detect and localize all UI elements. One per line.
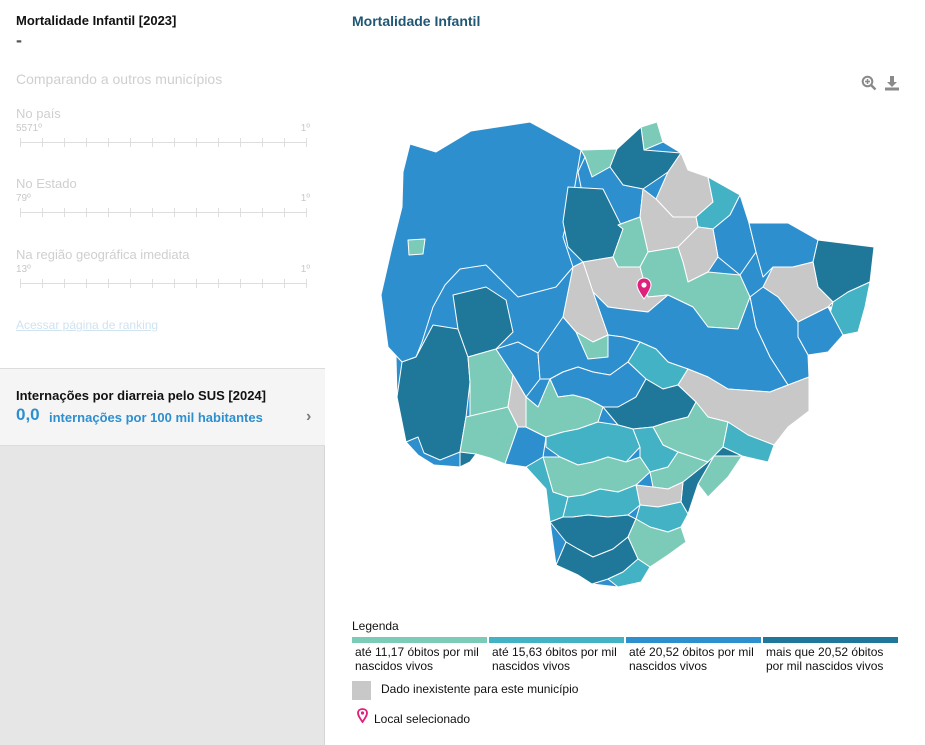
map-pin-icon: [636, 277, 652, 300]
municipality: [380, 121, 582, 363]
map-title: Mortalidade Infantil: [352, 13, 481, 29]
ranking-scale-tick: [86, 138, 87, 147]
ranking-scale-tick: [218, 279, 219, 288]
ranking-best: 1º: [300, 123, 310, 134]
ranking-worst: 79º: [16, 193, 31, 204]
ranking-scale-tick: [174, 138, 175, 147]
ranking-scale-tick: [284, 138, 285, 147]
ranking-scale-tick: [20, 138, 21, 147]
ranking-scale-tick: [152, 208, 153, 217]
nodata-swatch: [352, 681, 371, 700]
ranking-scale-tick: [196, 208, 197, 217]
legend-swatch: [626, 637, 761, 643]
ranking-scale-tick: [262, 208, 263, 217]
ranking-scale-tick: [306, 279, 307, 288]
nodata-label: Dado inexistente para este município: [381, 682, 579, 696]
download-icon[interactable]: [884, 75, 900, 91]
municipality: [607, 558, 651, 588]
ranking-worst: 13º: [16, 264, 31, 275]
legend-swatch: [763, 637, 898, 643]
card-title: Internações por diarreia pelo SUS [2024]: [16, 388, 266, 403]
ranking-page-link[interactable]: Acessar página de ranking: [16, 318, 159, 332]
ranking-scale: [16, 138, 310, 148]
ranking-scale-tick: [218, 208, 219, 217]
chevron-right-icon: ›: [306, 408, 312, 425]
ranking-best: 1º: [300, 193, 310, 204]
ranking-scale-tick: [130, 138, 131, 147]
ranking-label: No Estado: [16, 176, 77, 191]
legend-swatch: [352, 637, 487, 643]
ranking-scale-tick: [240, 138, 241, 147]
ranking-scale-tick: [218, 138, 219, 147]
indicator-value: -: [16, 30, 22, 50]
ranking-scale-tick: [86, 279, 87, 288]
card-unit: internações por 100 mil habitantes: [49, 410, 263, 425]
ranking-scale-tick: [64, 279, 65, 288]
legend-item: até 20,52 óbitos por mil nascidos vivos: [626, 637, 761, 673]
ranking-scale-tick: [42, 138, 43, 147]
municipality: [407, 238, 426, 256]
ranking-label: No país: [16, 106, 61, 121]
ranking-scale-tick: [20, 208, 21, 217]
legend-swatch: [489, 637, 624, 643]
municipality: [555, 536, 639, 585]
legend-label: até 15,63 óbitos por mil nascidos vivos: [492, 645, 617, 673]
municipality: [827, 281, 871, 336]
ranking-best: 1º: [300, 264, 310, 275]
diarrhea-hospitalization-card[interactable]: Internações por diarreia pelo SUS [2024]…: [0, 368, 325, 446]
ranking-scale: [16, 208, 310, 218]
ranking-scale-tick: [64, 208, 65, 217]
ranking-scale-tick: [42, 279, 43, 288]
ranking-scale-tick: [306, 208, 307, 217]
choropleth-map[interactable]: [378, 117, 878, 592]
legend-label: mais que 20,52 óbitos por mil nascidos v…: [766, 645, 884, 673]
ranking-region: Na região geográfica imediata 13º 1º: [16, 247, 310, 289]
indicator-panel: Mortalidade Infantil [2023] - Comparando…: [0, 0, 325, 368]
ranking-scale-tick: [284, 279, 285, 288]
left-panel: Mortalidade Infantil [2023] - Comparando…: [0, 0, 325, 745]
ranking-scale-tick: [108, 138, 109, 147]
ranking-worst: 5571º: [16, 123, 42, 134]
legend-label: até 20,52 óbitos por mil nascidos vivos: [629, 645, 754, 673]
comparison-title: Comparando a outros municípios: [16, 71, 223, 87]
ranking-state: No Estado 79º 1º: [16, 176, 310, 218]
municipality: [459, 451, 477, 468]
ranking-scale-tick: [130, 208, 131, 217]
ranking-scale-tick: [108, 279, 109, 288]
ranking-scale-tick: [130, 279, 131, 288]
municipality: [452, 286, 514, 358]
card-value: 0,0: [16, 405, 40, 424]
ranking-scale-tick: [240, 208, 241, 217]
ranking-country: No país 5571º 1º: [16, 106, 310, 148]
municipality: [575, 331, 609, 360]
ranking-scale-tick: [86, 208, 87, 217]
ranking-scale: [16, 279, 310, 289]
ranking-scale-tick: [64, 138, 65, 147]
ranking-scale-tick: [284, 208, 285, 217]
ranking-scale-tick: [262, 138, 263, 147]
legend-item: mais que 20,52 óbitos por mil nascidos v…: [763, 637, 898, 673]
selected-location-label: Local selecionado: [374, 712, 471, 726]
legend-item: até 11,17 óbitos por mil nascidos vivos: [352, 637, 487, 673]
ranking-scale-tick: [196, 279, 197, 288]
ranking-scale-tick: [42, 208, 43, 217]
legend-label: até 11,17 óbitos por mil nascidos vivos: [355, 645, 479, 673]
ranking-scale-tick: [262, 279, 263, 288]
indicator-title: Mortalidade Infantil [2023]: [16, 13, 177, 28]
map-pin-icon: [357, 708, 368, 723]
ranking-scale-tick: [108, 208, 109, 217]
ranking-label: Na região geográfica imediata: [16, 247, 190, 262]
ranking-scale-tick: [240, 279, 241, 288]
ranking-scale-tick: [20, 279, 21, 288]
ranking-scale-tick: [196, 138, 197, 147]
ranking-scale-tick: [152, 279, 153, 288]
zoom-in-icon[interactable]: [861, 75, 877, 91]
legend-title: Legenda: [352, 619, 399, 633]
ranking-scale-tick: [174, 208, 175, 217]
legend-item: até 15,63 óbitos por mil nascidos vivos: [489, 637, 624, 673]
ranking-scale-tick: [174, 279, 175, 288]
ranking-scale-tick: [306, 138, 307, 147]
ranking-scale-tick: [152, 138, 153, 147]
